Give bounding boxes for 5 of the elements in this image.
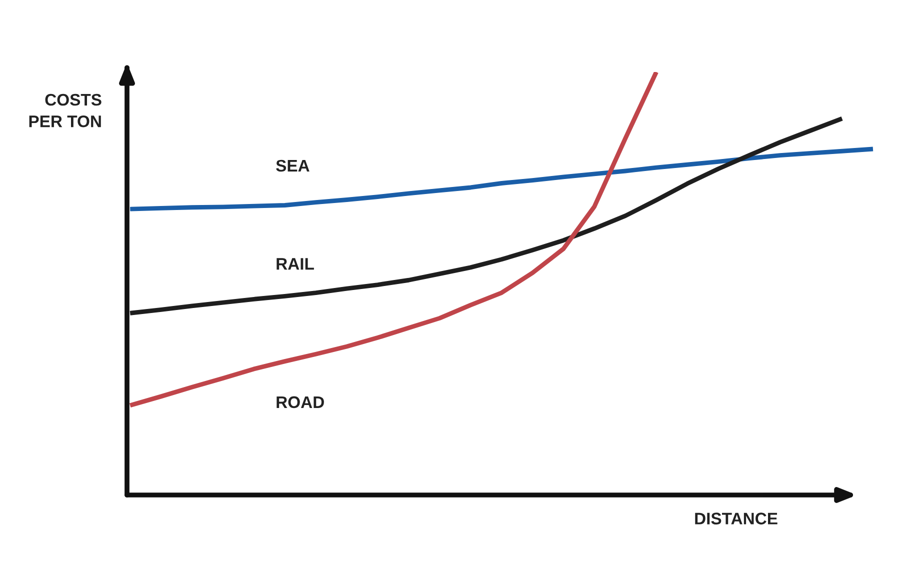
x-axis-title: DISTANCE xyxy=(695,512,778,524)
series-label: ROAD xyxy=(276,396,324,408)
series-label: RAIL xyxy=(276,258,314,270)
y-axis-title: COSTS PER TON xyxy=(29,94,102,128)
series-label: SEA xyxy=(276,160,310,172)
